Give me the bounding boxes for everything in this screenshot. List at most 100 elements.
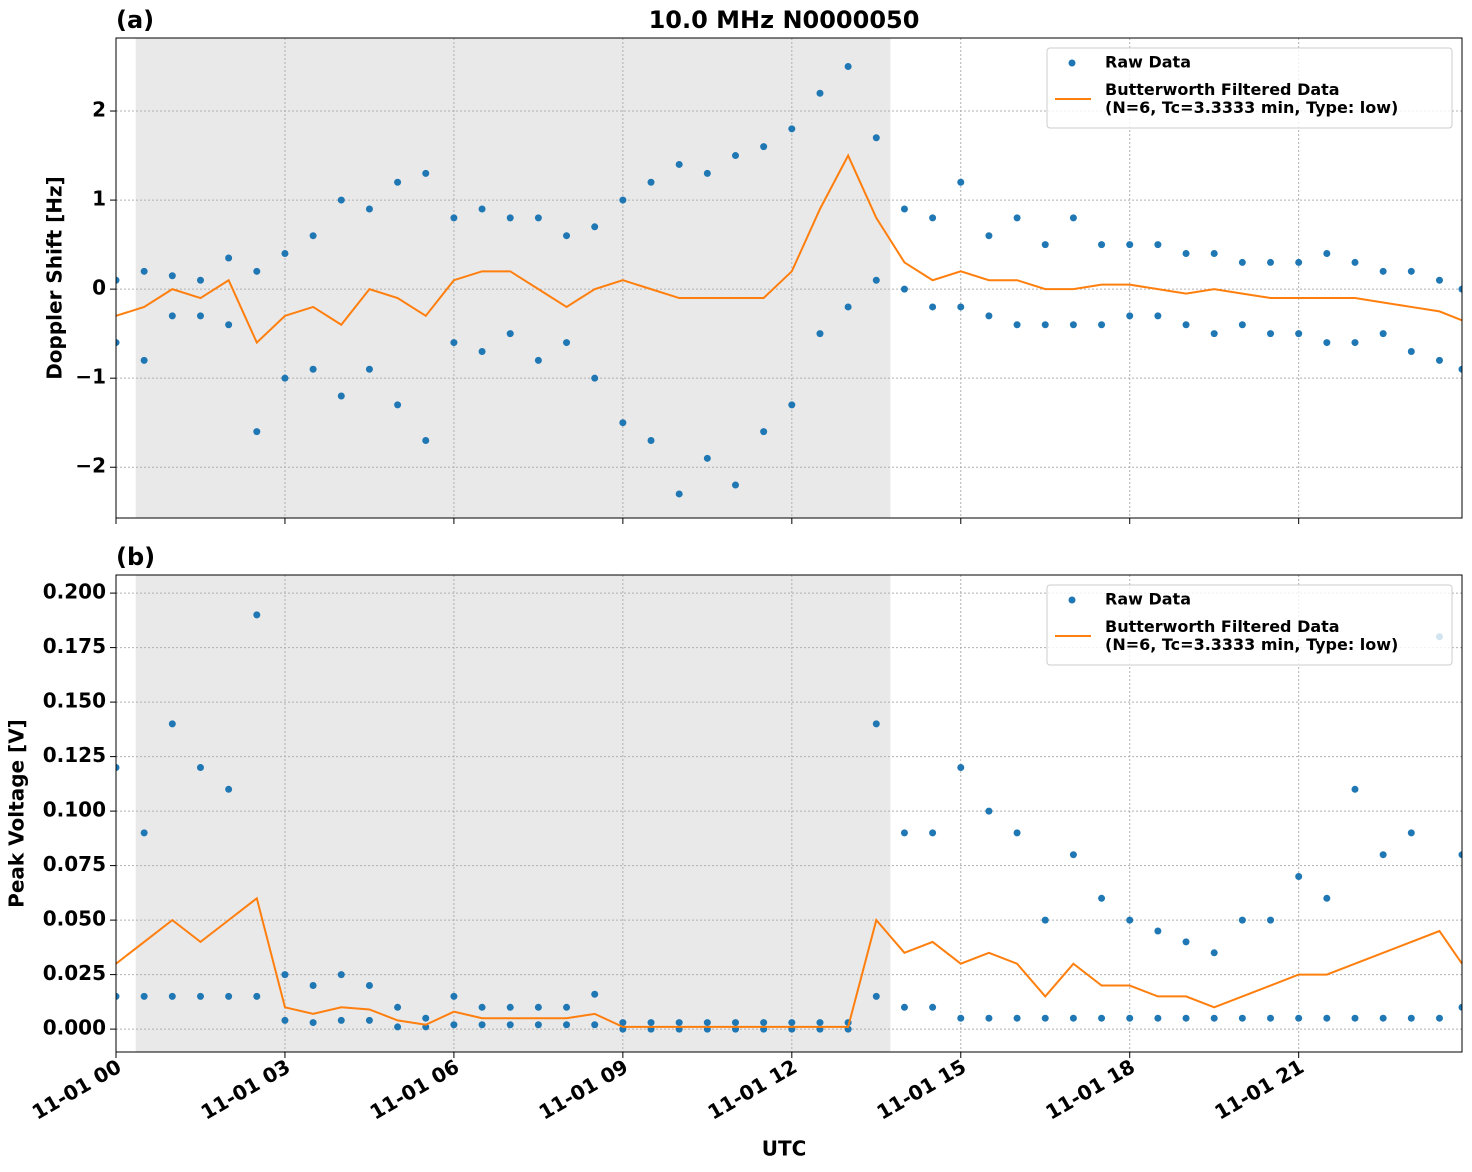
raw-point (309, 1019, 317, 1027)
y-tick-label: 0 (92, 276, 106, 300)
raw-point (591, 223, 599, 231)
raw-point (281, 971, 289, 979)
raw-point (1435, 356, 1443, 364)
raw-point (196, 992, 204, 1000)
raw-point (196, 764, 204, 772)
raw-point (1295, 258, 1303, 266)
raw-point (760, 143, 768, 151)
raw-point (1379, 267, 1387, 275)
raw-point (675, 160, 683, 168)
raw-point (1210, 1014, 1218, 1022)
raw-point (506, 214, 514, 222)
raw-point (337, 971, 345, 979)
y-tick-label: 1 (92, 187, 106, 211)
raw-point (1126, 241, 1134, 249)
raw-point (929, 1003, 937, 1011)
raw-point (1210, 250, 1218, 258)
raw-point (450, 992, 458, 1000)
x-tick-label: 11-01 12 (704, 1054, 802, 1124)
raw-point (1351, 258, 1359, 266)
raw-point (1295, 330, 1303, 338)
raw-point (478, 205, 486, 213)
raw-point (563, 1003, 571, 1011)
raw-point (1267, 330, 1275, 338)
raw-point (760, 1019, 768, 1027)
legend-label: Raw Data (1105, 53, 1191, 72)
raw-point (1013, 829, 1021, 837)
raw-point (675, 490, 683, 498)
raw-point (478, 1021, 486, 1029)
raw-point (1323, 1014, 1331, 1022)
raw-point (168, 312, 176, 320)
raw-point (116, 276, 120, 284)
raw-point (1435, 276, 1443, 284)
raw-point (619, 1019, 627, 1027)
x-tick-label: 11-01 00 (28, 1054, 126, 1124)
raw-point (337, 392, 345, 400)
raw-point (591, 374, 599, 382)
y-axis-label: Peak Voltage [V] (5, 719, 29, 908)
raw-point (140, 356, 148, 364)
raw-point (957, 1014, 965, 1022)
raw-point (1379, 330, 1387, 338)
raw-point (563, 1021, 571, 1029)
raw-point (1126, 312, 1134, 320)
raw-point (168, 992, 176, 1000)
filtered-line (116, 153, 1462, 345)
raw-point (1069, 851, 1077, 859)
raw-point (253, 267, 261, 275)
plot-area (116, 611, 1462, 1033)
legend-box (1046, 584, 1453, 666)
raw-point (450, 1021, 458, 1029)
y-tick-label: 0.150 (43, 689, 106, 713)
raw-point (1351, 1014, 1359, 1022)
y-tick-label: 0.050 (43, 907, 106, 931)
raw-point (1458, 365, 1462, 373)
raw-point (1182, 250, 1190, 258)
raw-point (703, 169, 711, 177)
raw-point (703, 454, 711, 462)
x-tick-label: 11-01 21 (1210, 1054, 1308, 1124)
x-tick-label: 11-01 18 (1041, 1054, 1139, 1124)
raw-point (1458, 285, 1462, 293)
raw-point (1323, 894, 1331, 902)
raw-point (675, 1019, 683, 1027)
raw-point (985, 807, 993, 815)
raw-point (957, 303, 965, 311)
y-tick-label: 0.100 (43, 798, 106, 822)
x-tick-label: 11-01 09 (535, 1054, 633, 1124)
y-tick-label: −2 (75, 454, 106, 478)
raw-point (1238, 258, 1246, 266)
raw-point (140, 829, 148, 837)
raw-point (168, 720, 176, 728)
raw-point (1154, 927, 1162, 935)
raw-point (1238, 916, 1246, 924)
raw-point (900, 829, 908, 837)
raw-point (1069, 1014, 1077, 1022)
legend-marker (1068, 596, 1076, 604)
raw-point (929, 303, 937, 311)
raw-point (1458, 1003, 1462, 1011)
raw-point (1041, 241, 1049, 249)
raw-point (506, 1003, 514, 1011)
raw-point (140, 267, 148, 275)
raw-point (816, 1019, 824, 1027)
raw-point (1407, 267, 1415, 275)
raw-point (168, 272, 176, 280)
y-axis-label: Doppler Shift [Hz] (43, 176, 67, 380)
raw-point (900, 1003, 908, 1011)
raw-point (1126, 1014, 1134, 1022)
raw-point (1379, 1014, 1387, 1022)
x-tick-label: 11-01 15 (872, 1054, 970, 1124)
raw-point (1295, 1014, 1303, 1022)
raw-point (1267, 258, 1275, 266)
raw-point (365, 365, 373, 373)
raw-point (394, 401, 402, 409)
raw-point (929, 829, 937, 837)
raw-point (844, 62, 852, 70)
raw-point (872, 992, 880, 1000)
raw-point (478, 1003, 486, 1011)
panel-label: (b) (116, 543, 155, 571)
